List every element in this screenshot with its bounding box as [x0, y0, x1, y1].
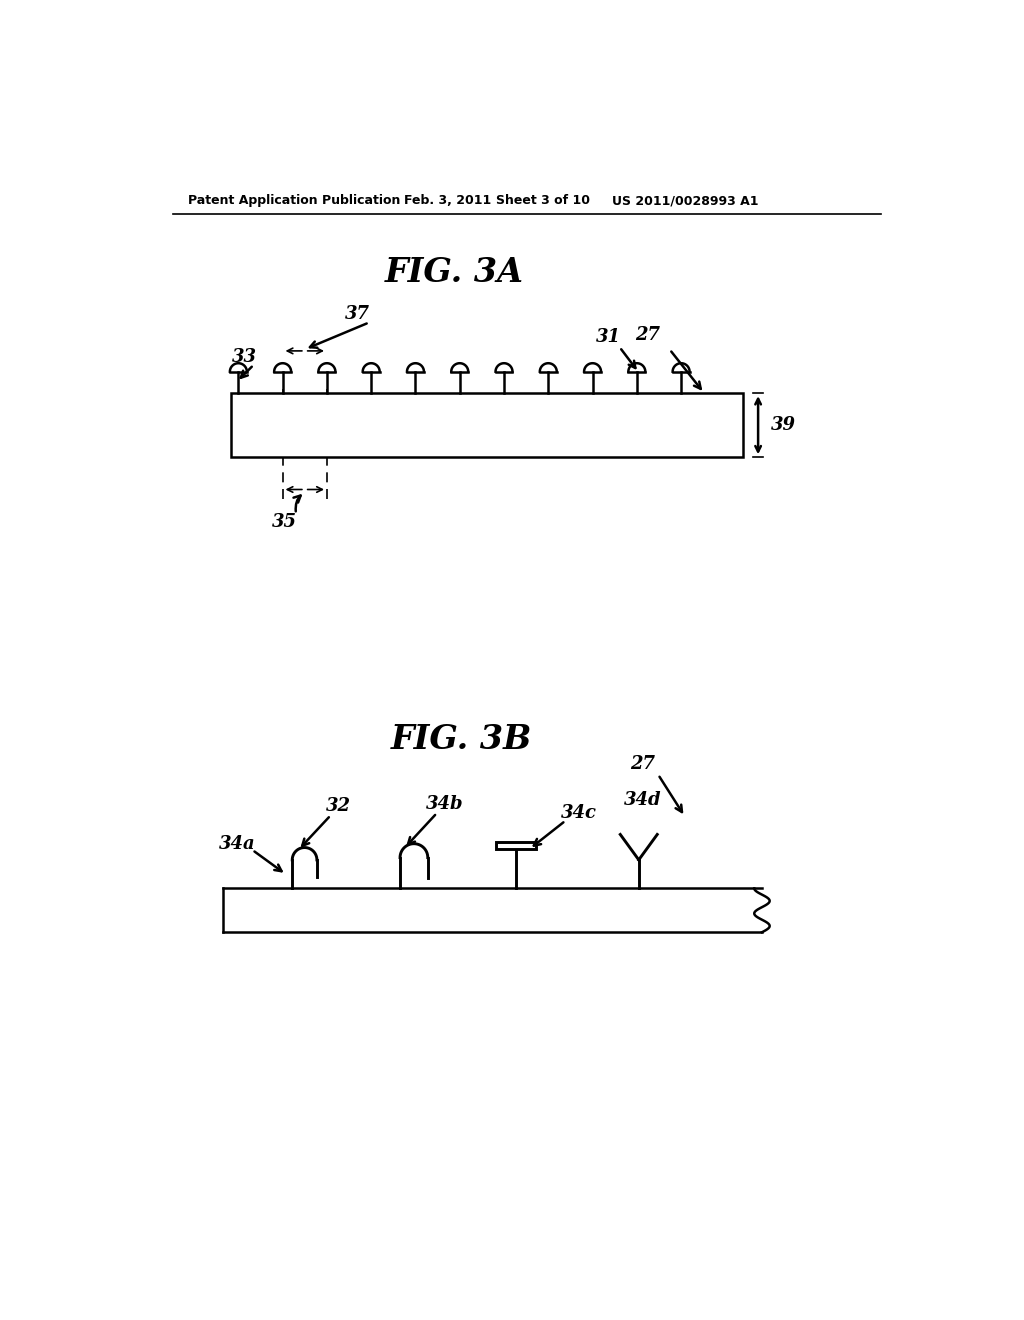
Text: 35: 35	[272, 513, 297, 531]
Text: 34c: 34c	[561, 804, 597, 822]
Text: 33: 33	[232, 348, 257, 366]
Bar	[496, 842, 536, 849]
Text: 34d: 34d	[624, 791, 662, 809]
Text: Patent Application Publication: Patent Application Publication	[188, 194, 400, 207]
Bar	[230, 393, 742, 457]
Text: US 2011/0028993 A1: US 2011/0028993 A1	[611, 194, 759, 207]
Text: 31: 31	[596, 329, 621, 346]
Text: 34a: 34a	[218, 834, 255, 853]
Text: 32: 32	[326, 797, 351, 814]
Text: 27: 27	[630, 755, 655, 774]
Text: 34b: 34b	[426, 795, 464, 813]
Text: FIG. 3B: FIG. 3B	[391, 723, 532, 756]
Text: 39: 39	[771, 416, 797, 434]
Text: Feb. 3, 2011: Feb. 3, 2011	[403, 194, 492, 207]
Text: Sheet 3 of 10: Sheet 3 of 10	[497, 194, 590, 207]
Text: 27: 27	[636, 326, 660, 345]
Text: 37: 37	[345, 305, 371, 323]
Text: FIG. 3A: FIG. 3A	[384, 256, 523, 289]
